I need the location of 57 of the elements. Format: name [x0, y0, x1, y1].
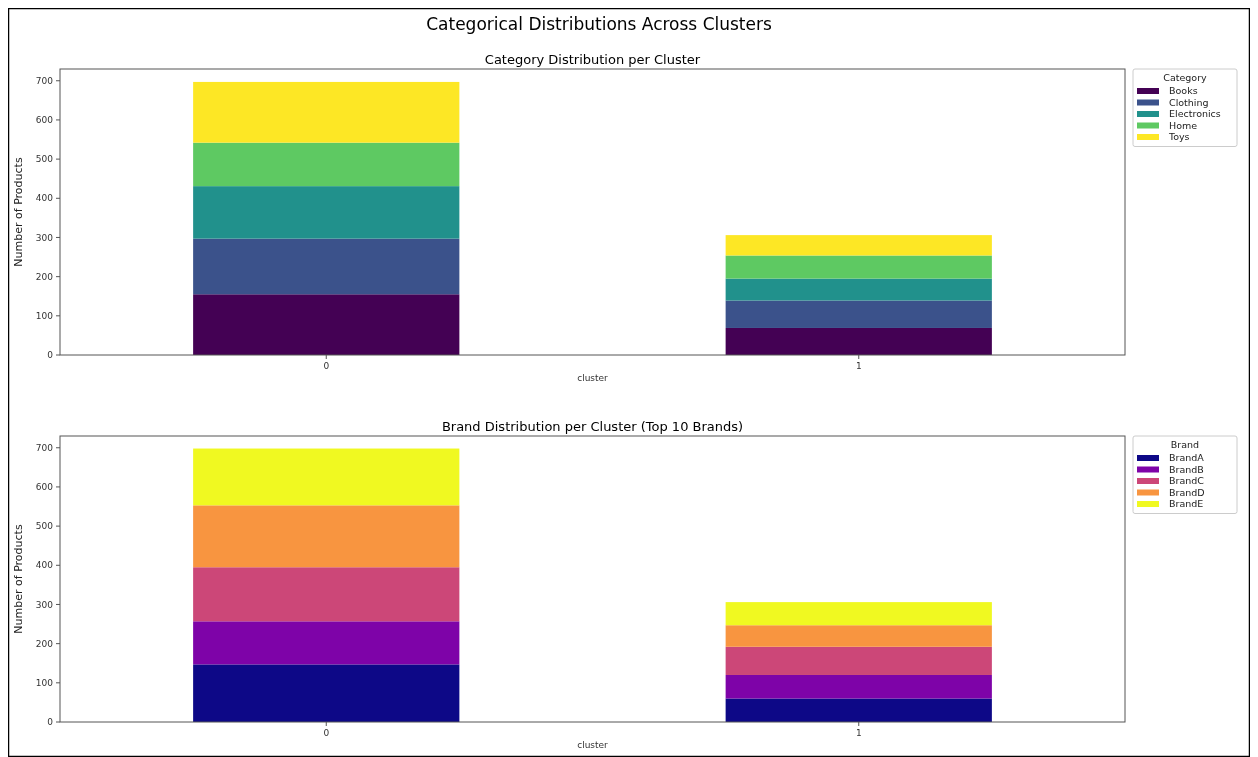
legend-label: Home — [1169, 119, 1198, 131]
bar — [725, 646, 992, 675]
bar — [725, 602, 992, 626]
y-tick-label: 100 — [35, 310, 54, 321]
bar — [193, 142, 460, 187]
legend-label: Toys — [1168, 131, 1190, 142]
legend-label: Electronics — [1169, 108, 1221, 119]
bar — [193, 567, 460, 622]
y-tick-label: 700 — [35, 75, 54, 86]
bar — [725, 625, 992, 647]
y-tick-label: 200 — [35, 638, 54, 649]
bar — [725, 698, 992, 722]
y-tick-label: 500 — [35, 154, 54, 165]
legend-label: BrandE — [1169, 498, 1204, 509]
y-tick-label: 0 — [47, 717, 54, 728]
y-tick-label: 300 — [35, 599, 54, 610]
y-tick-label: 200 — [35, 271, 54, 282]
y-tick-label: 100 — [35, 677, 54, 688]
y-tick-label: 400 — [35, 193, 54, 204]
y-tick-label: 500 — [35, 521, 54, 532]
text: Categorical Distributions Across Clusters — [426, 14, 772, 34]
legend-label: BrandC — [1169, 475, 1205, 486]
bar — [725, 300, 992, 328]
bar — [193, 448, 460, 506]
y-axis-title: Number of Products — [12, 524, 25, 634]
bar — [193, 505, 460, 568]
bar — [725, 278, 992, 301]
legend-label: Books — [1169, 85, 1198, 96]
bar — [725, 327, 992, 355]
y-tick-label: 600 — [35, 115, 54, 126]
legend-title: Category — [1163, 72, 1208, 83]
x-axis-title: cluster — [577, 740, 609, 750]
bar — [725, 674, 992, 699]
y-tick-label: 0 — [47, 350, 54, 361]
x-tick-label: 1 — [855, 728, 862, 738]
legend-label: Clothing — [1169, 96, 1209, 108]
chart-title: Brand Distribution per Cluster (Top 10 Brands) — [441, 419, 744, 434]
y-tick-label: 300 — [35, 232, 54, 243]
y-tick-label: 400 — [35, 560, 54, 571]
bar — [725, 235, 992, 256]
chart-title: Category Distribution per Cluster — [484, 52, 701, 67]
legend-label: BrandA — [1169, 452, 1205, 463]
legend-label: BrandB — [1169, 463, 1204, 475]
bar — [193, 186, 460, 239]
y-tick-label: 700 — [35, 442, 54, 453]
bar — [193, 238, 460, 295]
legend-label: BrandD — [1169, 486, 1205, 498]
legend-title: Brand — [1170, 439, 1200, 450]
bar — [193, 664, 460, 722]
x-axis-title: cluster — [577, 373, 609, 383]
x-tick-label: 1 — [855, 361, 862, 371]
bar — [193, 621, 460, 665]
bar — [725, 255, 992, 279]
y-axis-title: Number of Products — [12, 157, 25, 267]
y-tick-label: 600 — [35, 482, 54, 493]
bar — [193, 294, 460, 355]
bar — [193, 81, 460, 143]
